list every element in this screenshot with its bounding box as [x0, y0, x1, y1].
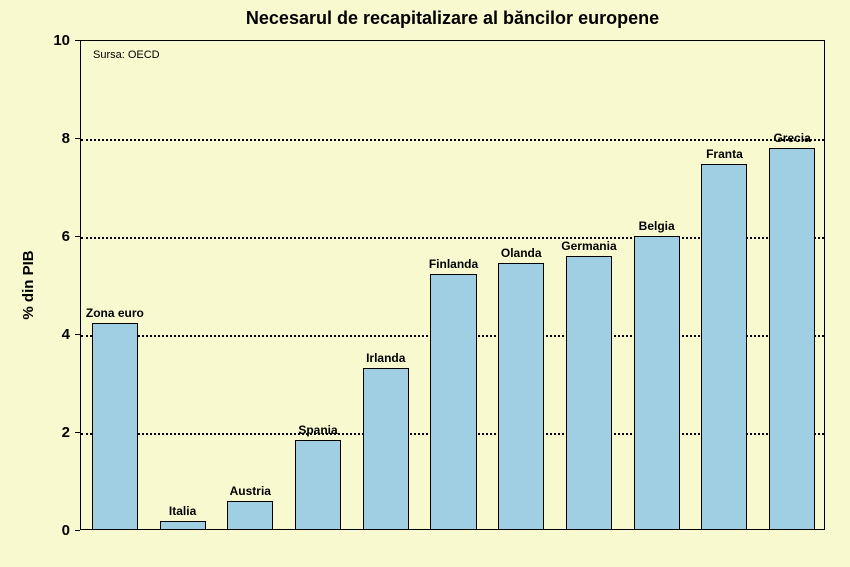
y-tick-label: 4 — [40, 326, 70, 343]
bar — [769, 148, 815, 529]
bar — [498, 263, 544, 529]
y-tick-label: 8 — [40, 130, 70, 147]
bar — [92, 323, 138, 529]
y-tick-mark — [75, 530, 80, 531]
bar-label: Spania — [273, 423, 363, 437]
bars-layer: Zona euroItaliaAustriaSpaniaIrlandaFinla… — [81, 41, 824, 529]
bar — [295, 440, 341, 529]
y-tick-mark — [75, 40, 80, 41]
bar-label: Italia — [138, 504, 228, 518]
bar — [160, 521, 206, 529]
bar-label: Irlanda — [341, 351, 431, 365]
bar — [227, 501, 273, 529]
bar — [430, 274, 476, 529]
y-tick-mark — [75, 334, 80, 335]
bar-label: Grecia — [747, 131, 837, 145]
page-root: Necesarul de recapitalizare al băncilor … — [0, 0, 850, 567]
chart-title: Necesarul de recapitalizare al băncilor … — [80, 8, 825, 29]
y-tick-label: 0 — [40, 522, 70, 539]
bar-label: Franta — [679, 147, 769, 161]
y-tick-label: 10 — [40, 32, 70, 49]
bar-label: Austria — [205, 484, 295, 498]
y-tick-label: 6 — [40, 228, 70, 245]
y-tick-mark — [75, 236, 80, 237]
bar-label: Zona euro — [70, 306, 160, 320]
y-tick-mark — [75, 138, 80, 139]
bar — [701, 164, 747, 529]
y-tick-label: 2 — [40, 424, 70, 441]
bar — [363, 368, 409, 529]
y-axis-label: % din PIB — [20, 185, 37, 385]
y-tick-mark — [75, 432, 80, 433]
bar — [566, 256, 612, 529]
bar-label: Belgia — [612, 219, 702, 233]
plot-area: Sursa: OECDZona euroItaliaAustriaSpaniaI… — [80, 40, 825, 530]
bar — [634, 236, 680, 529]
bar-label: Germania — [544, 239, 634, 253]
